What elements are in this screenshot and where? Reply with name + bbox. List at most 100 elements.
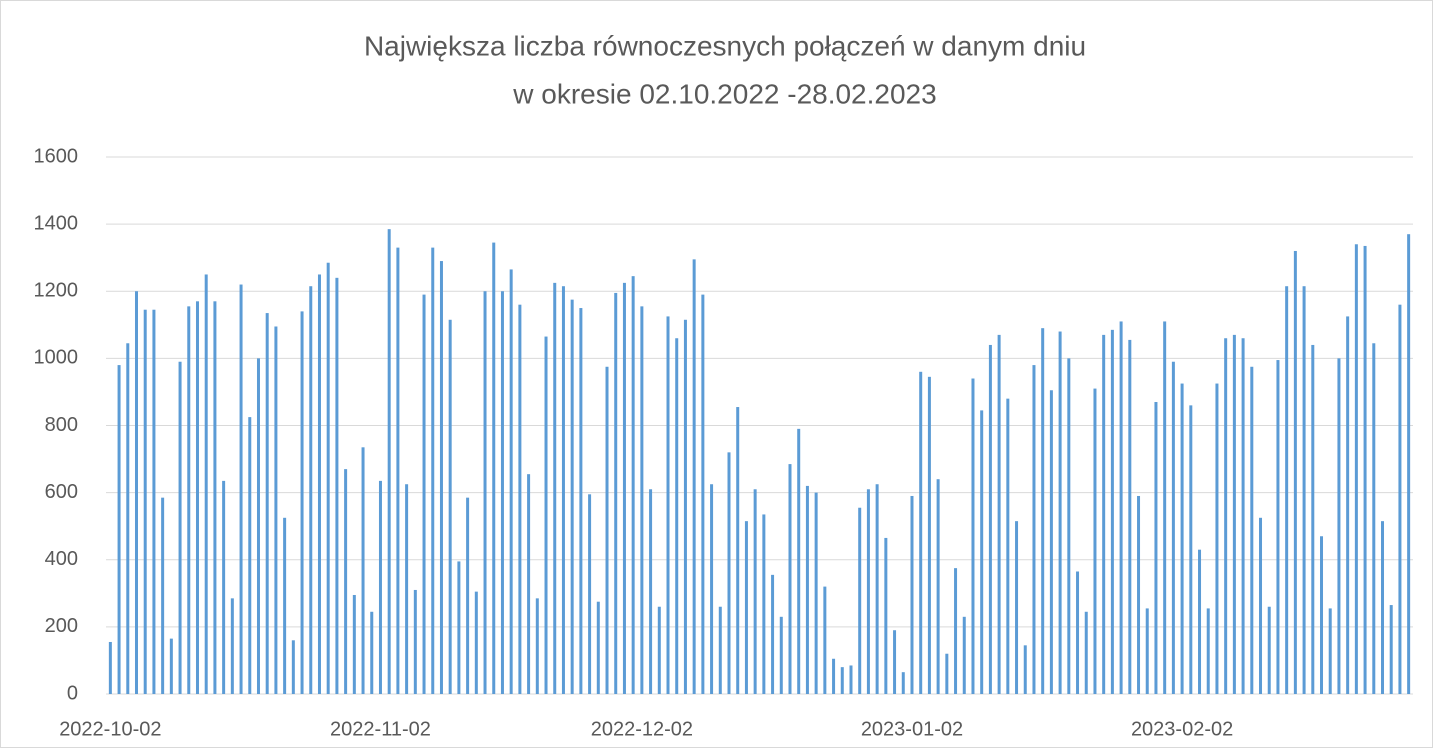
- bar: [649, 489, 653, 694]
- bar: [1084, 611, 1088, 694]
- bar: [1067, 358, 1071, 694]
- bar: [736, 407, 740, 694]
- bar: [1198, 549, 1202, 694]
- bar: [666, 316, 670, 694]
- bar: [692, 259, 696, 694]
- bar: [1023, 645, 1027, 694]
- bar: [1058, 331, 1062, 694]
- bar: [919, 371, 923, 694]
- bar: [771, 574, 775, 694]
- y-tick-label: 1000: [34, 347, 79, 369]
- bar: [448, 319, 452, 694]
- bar: [1180, 383, 1184, 694]
- bar: [927, 376, 931, 694]
- bar: [762, 514, 766, 694]
- bar: [1232, 334, 1236, 694]
- bar: [1363, 245, 1367, 695]
- bar: [805, 485, 809, 694]
- bar: [126, 343, 130, 694]
- bar: [1259, 517, 1263, 694]
- bar: [622, 282, 626, 694]
- bar: [631, 276, 635, 694]
- bar: [361, 447, 365, 694]
- bar: [431, 247, 435, 694]
- bar: [544, 336, 548, 694]
- bar: [117, 365, 121, 694]
- bar: [1110, 329, 1114, 694]
- bar: [1145, 608, 1149, 694]
- bar: [561, 286, 565, 694]
- bar: [596, 601, 600, 694]
- y-tick-label: 200: [45, 615, 78, 637]
- bar: [457, 561, 461, 694]
- bar: [640, 306, 644, 694]
- bar: [1250, 366, 1254, 694]
- bar: [1354, 244, 1358, 694]
- bar: [143, 309, 147, 694]
- bar: [884, 537, 888, 694]
- bar: [553, 282, 557, 694]
- bar: [858, 507, 862, 694]
- bar: [779, 616, 783, 694]
- bar: [657, 606, 661, 694]
- bar: [893, 630, 897, 694]
- bar: [1137, 495, 1141, 694]
- bar: [256, 358, 260, 694]
- bar: [753, 489, 757, 694]
- bar: [413, 589, 417, 694]
- bar: [1163, 321, 1167, 694]
- bar: [683, 319, 687, 694]
- bar: [335, 277, 339, 694]
- bar: [1215, 383, 1219, 694]
- bar: [988, 344, 992, 694]
- bar: [169, 638, 173, 694]
- bar: [971, 378, 975, 694]
- bar: [570, 299, 574, 694]
- bar: [1206, 608, 1210, 694]
- bar: [710, 484, 714, 694]
- bar: [1093, 388, 1097, 694]
- bar: [134, 291, 138, 694]
- bar: [483, 291, 487, 694]
- bar: [474, 591, 478, 694]
- bar: [248, 417, 252, 694]
- bar: [675, 338, 679, 694]
- bar: [718, 606, 722, 694]
- y-tick-label: 400: [45, 548, 78, 570]
- bar: [936, 479, 940, 694]
- bar: [1041, 328, 1045, 694]
- bar: [1049, 390, 1053, 694]
- bar: [222, 480, 226, 694]
- bar: [439, 261, 443, 694]
- bar: [823, 586, 827, 694]
- bar: [1285, 286, 1289, 694]
- bar: [518, 304, 522, 694]
- bar: [1154, 402, 1158, 694]
- bar: [422, 294, 426, 694]
- bar: [1076, 571, 1080, 694]
- bar: [1171, 361, 1175, 694]
- y-tick-label: 800: [45, 414, 78, 436]
- bar: [954, 568, 958, 694]
- bar: [1337, 358, 1341, 694]
- bar: [849, 665, 853, 694]
- bar: [840, 667, 844, 694]
- bar: [178, 361, 182, 694]
- chart-title: Największa liczba równoczesnych połączeń…: [364, 30, 1086, 61]
- bar: [1102, 334, 1106, 694]
- bar: [744, 521, 748, 694]
- bar: [195, 301, 199, 694]
- bar: [370, 611, 374, 694]
- bar: [1276, 360, 1280, 694]
- bar: [396, 247, 400, 694]
- bar: [1032, 365, 1036, 694]
- bar: [527, 474, 531, 694]
- bar: [161, 497, 165, 694]
- x-tick-label: 2022-10-02: [59, 718, 161, 740]
- bar: [509, 269, 513, 694]
- bar: [405, 484, 409, 694]
- bar: [614, 292, 618, 694]
- bar: [1302, 286, 1306, 694]
